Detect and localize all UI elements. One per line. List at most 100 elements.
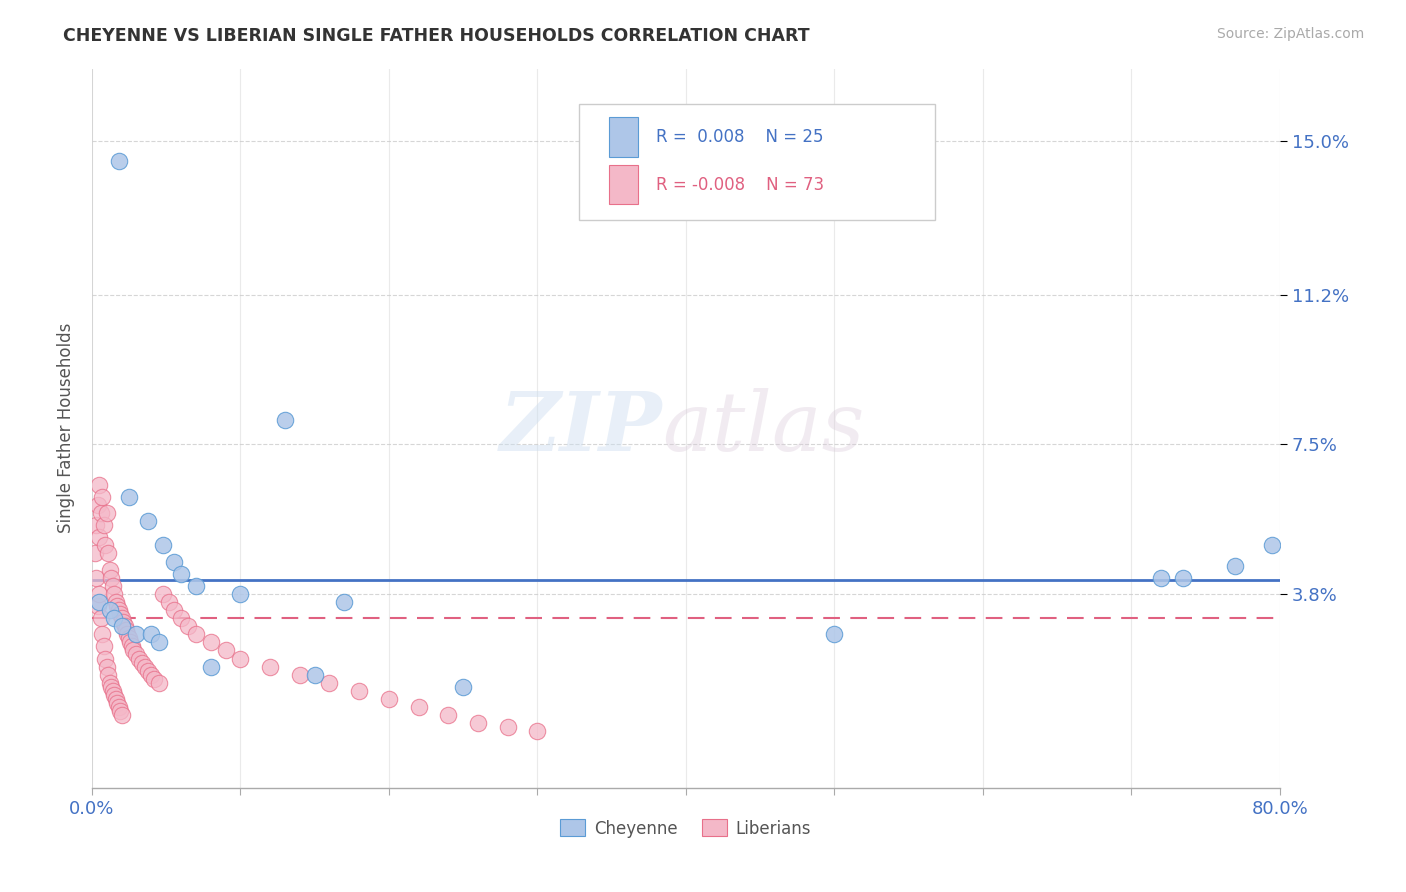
Point [90,506,112,520]
Legend: Cheyenne, Liberians: Cheyenne, Liberians [554,813,818,844]
Point [333,595,356,609]
Point [378,692,401,706]
Point [108,607,131,621]
Point [134,659,156,673]
Point [451,680,474,694]
Point [229,587,252,601]
Point [162,555,184,569]
Point [184,627,207,641]
Point [112,615,135,629]
Point [98,563,121,577]
Point [148,675,170,690]
Point [107,603,129,617]
Point [89,595,111,609]
Point [118,490,141,504]
Point [107,154,129,169]
Point [467,716,489,731]
Point [110,708,132,723]
Text: R = -0.008    N = 73: R = -0.008 N = 73 [657,176,824,194]
Point [120,635,142,649]
Bar [609,118,638,157]
Point [94,538,117,552]
Point [288,667,311,681]
Point [110,611,132,625]
Point [122,643,145,657]
Point [89,477,111,491]
Point [91,627,114,641]
Point [229,651,252,665]
Y-axis label: Single Father Households: Single Father Households [58,323,75,533]
Point [101,579,124,593]
Point [90,611,112,625]
Point [115,624,138,638]
Point [136,514,159,528]
Point [125,648,148,662]
Point [148,635,170,649]
Point [152,587,174,601]
Point [136,664,159,678]
Point [526,724,548,739]
Point [131,656,153,670]
Point [87,498,110,512]
Text: atlas: atlas [662,388,865,468]
Point [89,587,111,601]
Point [117,627,139,641]
Point [437,708,460,723]
Point [91,490,114,504]
Point [152,538,174,552]
Point [98,603,121,617]
Point [200,635,222,649]
Point [143,672,166,686]
Point [84,518,107,533]
Point [97,546,120,560]
Point [103,688,125,702]
Point [101,683,124,698]
Point [121,640,143,654]
Point [103,587,125,601]
Point [184,579,207,593]
Point [87,599,110,613]
Text: ZIP: ZIP [499,388,662,468]
Point [408,700,430,714]
Point [93,640,115,654]
Point [496,720,519,734]
Point [125,627,148,641]
Point [1225,558,1247,573]
Point [157,595,180,609]
Point [89,530,111,544]
Point [96,659,118,673]
Point [94,651,117,665]
Text: CHEYENNE VS LIBERIAN SINGLE FATHER HOUSEHOLDS CORRELATION CHART: CHEYENNE VS LIBERIAN SINGLE FATHER HOUSE… [63,27,810,45]
Point [304,667,326,681]
Point [141,667,163,681]
Point [200,659,222,673]
Point [84,571,107,585]
Point [83,546,105,560]
Point [347,683,370,698]
Point [107,700,129,714]
Point [823,627,845,641]
Point [100,571,122,585]
Point [162,603,184,617]
Point [1261,538,1284,552]
Point [93,518,115,533]
Point [170,566,193,581]
Point [1173,571,1195,585]
Point [108,704,131,718]
Point [96,506,118,520]
Point [274,413,297,427]
Point [214,643,236,657]
Point [259,659,281,673]
Point [105,696,128,710]
Point [104,692,127,706]
Point [177,619,200,633]
Bar [609,165,638,204]
Point [114,619,136,633]
Point [105,599,128,613]
Text: R =  0.008    N = 25: R = 0.008 N = 25 [657,128,824,146]
Point [170,611,193,625]
Point [1150,571,1173,585]
Point [98,675,121,690]
Point [97,667,120,681]
Point [104,595,127,609]
